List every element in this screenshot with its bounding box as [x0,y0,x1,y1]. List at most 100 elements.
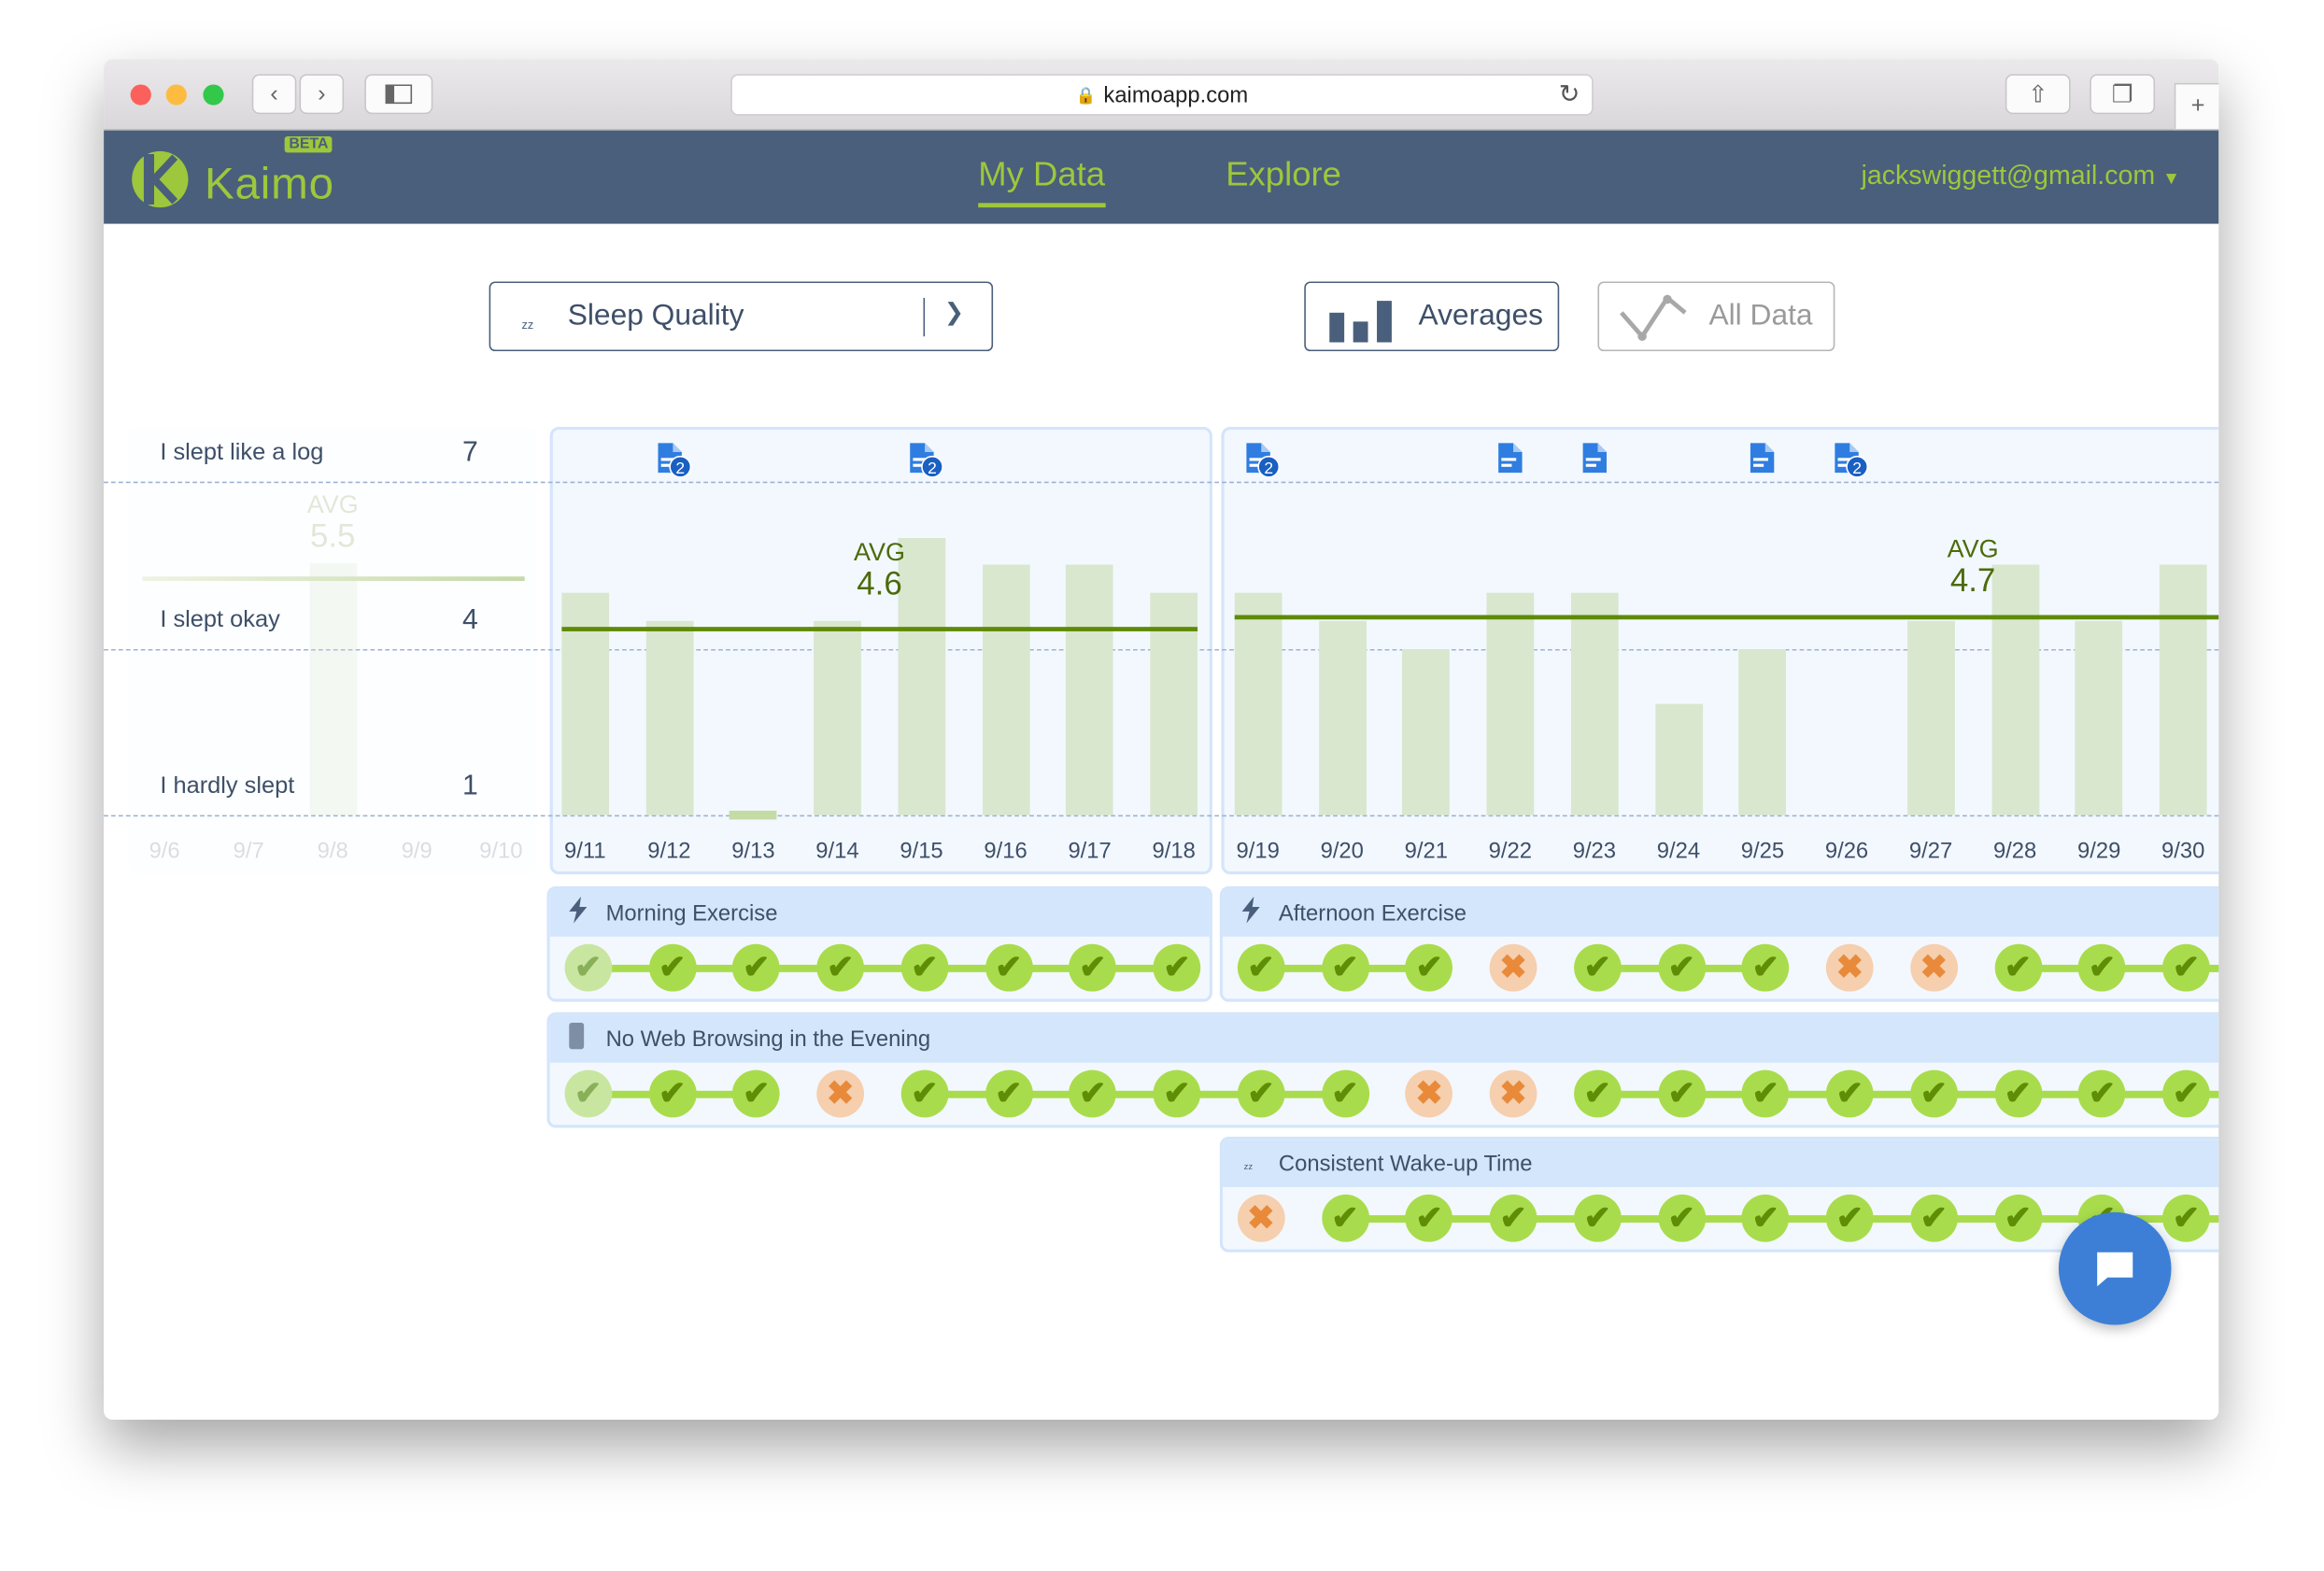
check-icon[interactable]: ✔ [1405,943,1453,992]
check-icon[interactable]: ✔ [985,943,1033,992]
x-icon[interactable]: ✖ [1489,943,1538,992]
check-icon[interactable]: ✔ [1993,1194,2042,1242]
sidebar-toggle-button[interactable] [364,74,433,115]
check-icon[interactable]: ✔ [1741,1069,1790,1118]
zoom-window-button[interactable] [203,84,224,106]
check-icon[interactable]: ✔ [648,943,696,992]
check-icon[interactable]: ✔ [985,1069,1033,1118]
x-icon[interactable]: ✖ [816,1069,865,1118]
note-multiple-icon[interactable]: 2 [907,442,943,478]
check-icon[interactable]: ✔ [1909,1069,1958,1118]
bar[interactable] [982,564,1029,815]
metric-dropdown[interactable]: zz Sleep Quality ❯ [489,281,994,352]
habit-header[interactable]: Afternoon Exercise [1222,889,2219,937]
check-icon[interactable]: ✔ [1321,1069,1369,1118]
new-tab-button[interactable]: + [2174,82,2219,131]
chevron-down-icon[interactable]: ❯ [943,301,964,327]
habit-header[interactable]: No Web Browsing in the Evening [549,1014,2219,1063]
averages-button[interactable]: Averages [1304,281,1560,352]
back-button[interactable]: ‹ [251,74,297,115]
bar[interactable] [814,620,861,815]
check-icon[interactable]: ✔ [2161,1069,2210,1118]
check-icon[interactable]: ✔ [1657,1069,1706,1118]
check-icon[interactable]: ✔ [732,943,781,992]
share-button[interactable]: ⇧ [2005,74,2071,115]
habit-header[interactable]: Morning Exercise [549,889,1210,937]
x-icon[interactable]: ✖ [1405,1069,1453,1118]
bar[interactable] [730,810,777,820]
check-icon[interactable]: ✔ [1153,943,1201,992]
bar[interactable] [1486,592,1535,815]
check-icon[interactable]: ✔ [2077,943,2126,992]
habit-name: No Web Browsing in the Evening [605,1026,931,1052]
bar[interactable] [2075,620,2123,815]
bar[interactable] [898,537,945,815]
bar[interactable] [645,620,693,815]
check-icon[interactable]: ✔ [2161,943,2210,992]
reload-icon[interactable]: ↻ [1558,79,1580,108]
check-icon[interactable]: ✔ [1237,1069,1285,1118]
chat-button[interactable] [2058,1211,2172,1325]
bar[interactable] [1906,620,1955,815]
check-icon[interactable]: ✔ [2161,1194,2210,1242]
check-icon[interactable]: ✔ [1657,1194,1706,1242]
forward-button[interactable]: › [299,74,345,115]
habit-header[interactable]: zz Consistent Wake-up Time [1222,1139,2219,1187]
x-icon[interactable]: ✖ [1237,1194,1285,1242]
bar[interactable] [1654,703,1703,815]
check-icon[interactable]: ✔ [1741,1194,1790,1242]
check-icon[interactable]: ✔ [1825,1069,1874,1118]
logo[interactable]: Kaimo BETA [131,135,334,211]
x-icon[interactable]: ✖ [1825,943,1874,992]
check-icon[interactable]: ✔ [1321,943,1369,992]
note-icon[interactable] [1748,442,1775,474]
check-icon[interactable]: ✔ [816,943,865,992]
x-icon[interactable]: ✖ [1489,1069,1538,1118]
nav-explore[interactable]: Explore [1226,154,1341,193]
tabs-button[interactable]: ❐ [2090,74,2156,115]
minimize-window-button[interactable] [165,84,187,106]
check-icon[interactable]: ✔ [1993,943,2042,992]
check-icon[interactable]: ✔ [564,943,612,992]
close-window-button[interactable] [130,84,151,106]
check-icon[interactable]: ✔ [1657,943,1706,992]
bar[interactable] [1570,592,1619,815]
all-data-button[interactable]: All Data [1597,281,1835,352]
note-icon[interactable] [1495,442,1523,474]
bar[interactable] [1738,648,1787,815]
check-icon[interactable]: ✔ [2077,1069,2126,1118]
check-icon[interactable]: ✔ [1321,1194,1369,1242]
note-multiple-icon[interactable]: 2 [1832,442,1869,478]
check-icon[interactable]: ✔ [1237,943,1285,992]
check-icon[interactable]: ✔ [1489,1194,1538,1242]
check-icon[interactable]: ✔ [1825,1194,1874,1242]
address-bar[interactable]: 🔒 kaimoapp.com ↻ [730,74,1594,116]
check-icon[interactable]: ✔ [1153,1069,1201,1118]
check-icon[interactable]: ✔ [900,943,949,992]
note-icon[interactable] [1580,442,1607,474]
note-multiple-icon[interactable]: 2 [1243,442,1280,478]
check-icon[interactable]: ✔ [1405,1194,1453,1242]
bar[interactable] [1066,564,1114,815]
check-icon[interactable]: ✔ [1909,1194,1958,1242]
check-icon[interactable]: ✔ [1573,943,1622,992]
x-icon[interactable]: ✖ [1909,943,1958,992]
check-icon[interactable]: ✔ [1069,1069,1117,1118]
user-menu[interactable]: jackswiggett@gmail.com ▼ [1861,160,2180,191]
bar[interactable] [1234,592,1282,815]
nav-my-data[interactable]: My Data [978,154,1106,208]
check-icon[interactable]: ✔ [1741,943,1790,992]
check-icon[interactable]: ✔ [1573,1194,1622,1242]
check-icon[interactable]: ✔ [648,1069,696,1118]
bar[interactable] [1318,620,1367,815]
check-icon[interactable]: ✔ [1573,1069,1622,1118]
check-icon[interactable]: ✔ [732,1069,781,1118]
check-icon[interactable]: ✔ [1993,1069,2042,1118]
bar[interactable] [1402,648,1451,815]
note-multiple-icon[interactable]: 2 [655,442,691,478]
check-icon[interactable]: ✔ [900,1069,949,1118]
bar[interactable] [1991,564,2039,815]
check-icon[interactable]: ✔ [1069,943,1117,992]
bar[interactable] [2159,564,2207,815]
check-icon[interactable]: ✔ [564,1069,612,1118]
